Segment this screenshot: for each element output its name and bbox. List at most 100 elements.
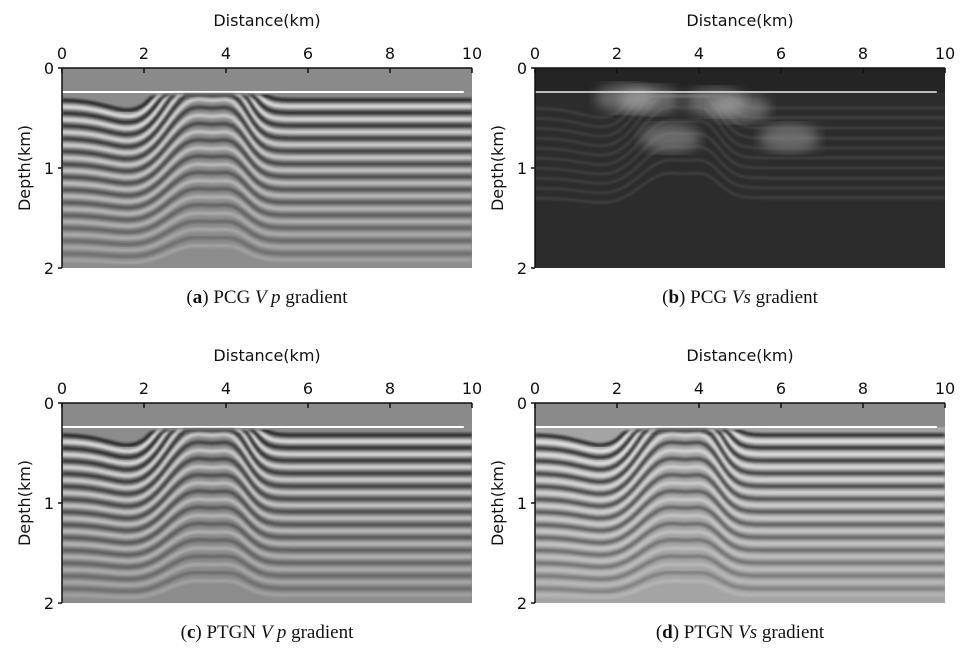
- reflector: [535, 105, 945, 157]
- y-tick-label: 1: [44, 159, 54, 178]
- reflector: [62, 137, 472, 186]
- y-tick-label: 2: [517, 594, 527, 613]
- reflector: [535, 464, 945, 514]
- reflector: [62, 94, 472, 137]
- caption-part: gradient: [751, 287, 819, 308]
- reflector: [535, 554, 945, 581]
- reflector: [62, 489, 472, 533]
- y-axis-title: Depth(km): [488, 460, 507, 546]
- reflector: [62, 570, 472, 594]
- reflector: [62, 121, 472, 173]
- reflector: [62, 105, 472, 161]
- caption-part: V p: [255, 287, 281, 308]
- panel: 0 2 4 6 8 10 0 1 2 Distance(km) Depth(km) (a) PCG V…: [15, 11, 482, 308]
- caption-part: (: [186, 287, 192, 308]
- reflector: [62, 429, 472, 453]
- reflector: [535, 429, 945, 478]
- reflector: [62, 429, 472, 484]
- reflector: [62, 178, 472, 216]
- y-tick-label: 0: [44, 59, 54, 78]
- y-axis-title: Depth(km): [488, 125, 507, 211]
- reflector: [535, 578, 945, 600]
- reflector: [62, 505, 472, 545]
- reflector: [62, 497, 472, 539]
- y-tick-label: 2: [517, 259, 527, 278]
- x-tick-label: 4: [694, 44, 704, 63]
- reflector: [535, 546, 945, 575]
- x-tick-label: 8: [385, 44, 395, 63]
- reflector: [535, 513, 945, 551]
- reflector: [62, 162, 472, 204]
- y-axis-title: Depth(km): [15, 125, 34, 211]
- caption-part: gradient: [286, 622, 354, 643]
- x-axis-title: Distance(km): [213, 346, 320, 365]
- reflector: [62, 521, 472, 557]
- reflector: [62, 219, 472, 246]
- reflector: [535, 440, 945, 496]
- caption-part: a: [193, 287, 203, 308]
- reflector: [535, 145, 945, 185]
- panel: 0 2 4 6 8 10 0 1 2 Distance(km) Depth(km) (d) PTGN …: [488, 346, 955, 643]
- reflector: [535, 456, 945, 508]
- x-tick-label: 8: [858, 44, 868, 63]
- reflector: [535, 529, 945, 563]
- x-tick-label: 4: [694, 379, 704, 398]
- reflector: [62, 146, 472, 192]
- caption-part: ) PTGN: [195, 622, 260, 643]
- reflector: [62, 194, 472, 228]
- reflector: [62, 235, 472, 259]
- reflector: [62, 203, 472, 234]
- y-tick-label: 1: [517, 159, 527, 178]
- caption: (a) PCG V p gradient: [186, 287, 348, 308]
- reflector: [62, 94, 472, 112]
- reflector: [535, 472, 945, 521]
- x-tick-label: 0: [530, 44, 540, 63]
- x-tick-label: 10: [462, 44, 482, 63]
- x-tick-label: 6: [776, 379, 786, 398]
- reflector: [535, 429, 945, 472]
- x-tick-label: 2: [612, 379, 622, 398]
- caption-part: d: [662, 622, 673, 643]
- reflector: [62, 554, 472, 581]
- panel: 0 2 4 6 8 10 0 1 2 Distance(km) Depth(km) (b) PCG V…: [488, 11, 955, 308]
- y-tick-label: 2: [44, 594, 54, 613]
- reflector: [535, 429, 945, 484]
- reflector: [62, 529, 472, 563]
- caption-part: ) PCG: [679, 287, 732, 308]
- reflector: [535, 505, 945, 545]
- y-tick-label: 2: [44, 259, 54, 278]
- y-tick-label: 1: [517, 494, 527, 513]
- reflector: [62, 429, 472, 466]
- y-tick-label: 0: [517, 59, 527, 78]
- x-tick-label: 4: [221, 44, 231, 63]
- caption-part: (: [656, 622, 662, 643]
- x-tick-label: 2: [139, 379, 149, 398]
- x-tick-label: 10: [935, 44, 955, 63]
- reflector: [535, 521, 945, 557]
- reflector: [62, 94, 472, 125]
- reflector: [535, 95, 945, 138]
- reflector: [62, 538, 472, 569]
- x-tick-label: 0: [530, 379, 540, 398]
- reflector: [62, 243, 472, 265]
- reflector: [535, 95, 945, 119]
- caption-part: Vs: [738, 622, 757, 643]
- reflector: [62, 432, 472, 490]
- amplitude-blob: [640, 124, 701, 152]
- x-tick-label: 2: [139, 44, 149, 63]
- caption: (b) PCG Vs gradient: [662, 287, 818, 308]
- reflector: [62, 429, 472, 460]
- reflector: [62, 472, 472, 521]
- x-tick-label: 8: [385, 379, 395, 398]
- reflector: [62, 513, 472, 551]
- reflector: [62, 227, 472, 253]
- x-axis-title: Distance(km): [686, 11, 793, 30]
- y-tick-label: 0: [44, 394, 54, 413]
- x-axis-title: Distance(km): [213, 11, 320, 30]
- reflector: [62, 456, 472, 508]
- reflector: [62, 429, 472, 472]
- x-tick-label: 8: [858, 379, 868, 398]
- reflector: [62, 481, 472, 527]
- caption: (d) PTGN Vs gradient: [656, 622, 825, 643]
